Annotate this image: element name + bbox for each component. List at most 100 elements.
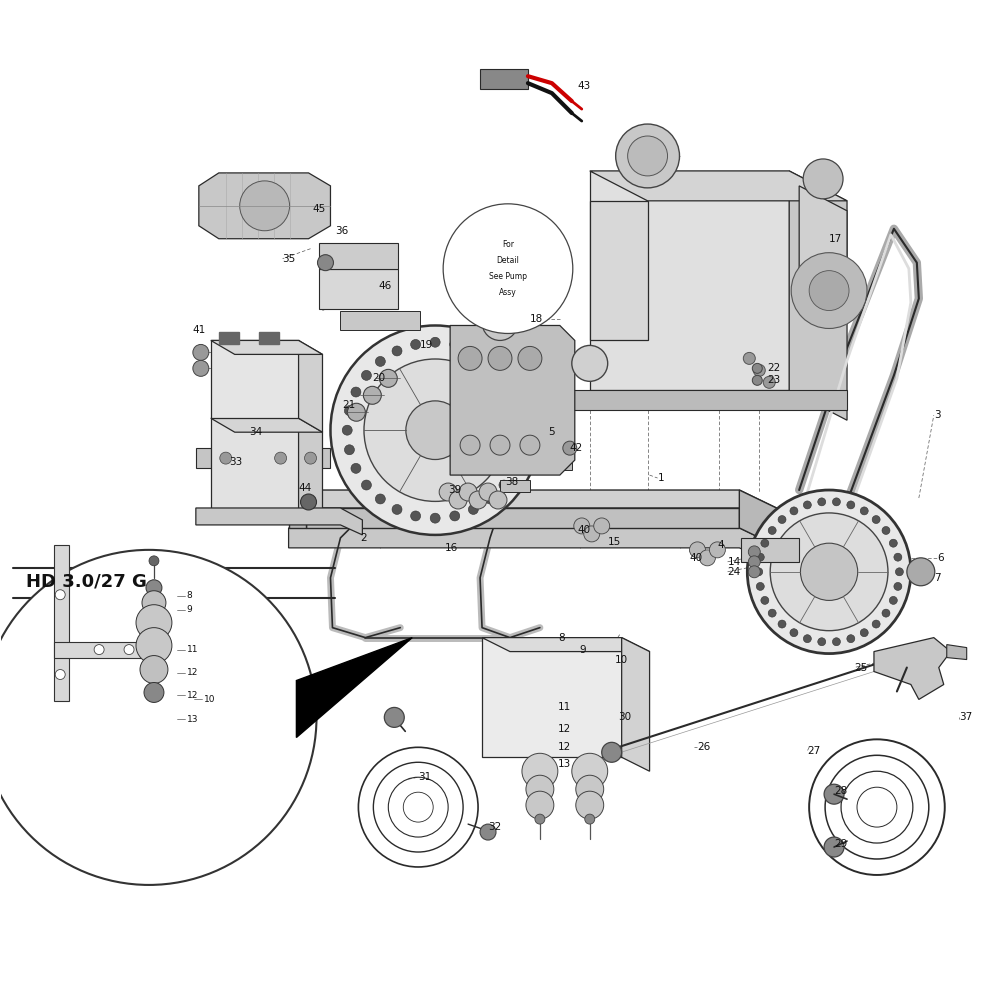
Text: See Pump: See Pump: [489, 272, 527, 281]
Text: 19: 19: [420, 340, 433, 350]
Circle shape: [803, 635, 811, 643]
Text: 1: 1: [658, 473, 664, 483]
Polygon shape: [319, 243, 398, 269]
Circle shape: [516, 406, 526, 416]
Circle shape: [460, 435, 480, 455]
Circle shape: [748, 546, 760, 558]
Text: 35: 35: [283, 254, 296, 264]
Text: 12: 12: [187, 691, 198, 700]
Circle shape: [803, 159, 843, 199]
Text: 41: 41: [193, 325, 206, 335]
Circle shape: [518, 425, 528, 435]
Circle shape: [411, 339, 421, 349]
Polygon shape: [54, 545, 69, 701]
Polygon shape: [299, 340, 322, 432]
Circle shape: [342, 425, 352, 435]
Polygon shape: [54, 642, 146, 658]
Text: 44: 44: [299, 483, 312, 493]
Circle shape: [482, 305, 518, 340]
Circle shape: [485, 356, 495, 366]
Circle shape: [800, 543, 858, 600]
Circle shape: [392, 504, 402, 514]
Circle shape: [753, 364, 765, 376]
Text: 39: 39: [448, 485, 461, 495]
Circle shape: [518, 346, 542, 370]
Text: 10: 10: [204, 695, 215, 704]
Circle shape: [363, 386, 381, 404]
Circle shape: [240, 181, 290, 231]
Circle shape: [0, 550, 317, 885]
Text: 30: 30: [618, 712, 631, 722]
Text: 21: 21: [342, 400, 356, 410]
Circle shape: [616, 124, 680, 188]
Text: 43: 43: [578, 81, 591, 91]
Circle shape: [818, 638, 826, 646]
Circle shape: [193, 360, 209, 376]
Text: For: For: [502, 240, 514, 249]
Circle shape: [809, 271, 849, 311]
Circle shape: [526, 791, 554, 819]
Circle shape: [344, 445, 354, 455]
Circle shape: [790, 629, 798, 637]
Circle shape: [439, 483, 457, 501]
Circle shape: [768, 526, 776, 534]
Polygon shape: [482, 638, 622, 757]
Polygon shape: [196, 448, 330, 468]
Bar: [219, 332, 239, 344]
Text: 46: 46: [378, 281, 392, 291]
Circle shape: [468, 504, 478, 514]
Circle shape: [824, 837, 844, 857]
Text: 8: 8: [187, 591, 193, 600]
Circle shape: [305, 452, 317, 464]
Text: 15: 15: [608, 537, 621, 547]
Circle shape: [509, 387, 519, 397]
Polygon shape: [741, 538, 799, 562]
Polygon shape: [500, 480, 530, 492]
Circle shape: [55, 590, 65, 600]
Circle shape: [576, 775, 604, 803]
Circle shape: [832, 498, 840, 506]
Circle shape: [755, 568, 763, 576]
Circle shape: [330, 325, 540, 535]
Text: 23: 23: [767, 375, 781, 385]
Circle shape: [584, 526, 600, 542]
Circle shape: [458, 346, 482, 370]
Circle shape: [450, 339, 460, 349]
Circle shape: [585, 814, 595, 824]
Text: 7: 7: [934, 573, 940, 583]
Polygon shape: [590, 201, 648, 340]
Polygon shape: [296, 638, 412, 737]
Text: Assy: Assy: [499, 288, 517, 297]
Circle shape: [535, 814, 545, 824]
Circle shape: [895, 568, 903, 576]
Circle shape: [824, 784, 844, 804]
Circle shape: [847, 501, 855, 509]
Circle shape: [449, 491, 467, 509]
Circle shape: [468, 346, 478, 356]
Circle shape: [572, 345, 608, 381]
Circle shape: [894, 582, 902, 590]
Circle shape: [140, 656, 168, 683]
Circle shape: [344, 406, 354, 416]
Circle shape: [761, 596, 769, 604]
Text: 33: 33: [229, 457, 242, 467]
Circle shape: [220, 452, 232, 464]
Circle shape: [752, 375, 762, 385]
Circle shape: [882, 609, 890, 617]
Text: 8: 8: [558, 633, 564, 643]
Polygon shape: [289, 490, 306, 528]
Polygon shape: [211, 340, 299, 418]
Circle shape: [563, 441, 577, 455]
Polygon shape: [289, 528, 801, 575]
Circle shape: [790, 507, 798, 515]
Circle shape: [144, 682, 164, 702]
Text: 25: 25: [854, 663, 867, 673]
Polygon shape: [560, 390, 847, 410]
Circle shape: [768, 609, 776, 617]
Text: 36: 36: [335, 226, 349, 236]
Text: 11: 11: [558, 702, 571, 712]
Text: 13: 13: [558, 759, 571, 769]
Circle shape: [889, 539, 897, 547]
Text: 42: 42: [570, 443, 583, 453]
Text: 18: 18: [530, 314, 543, 324]
